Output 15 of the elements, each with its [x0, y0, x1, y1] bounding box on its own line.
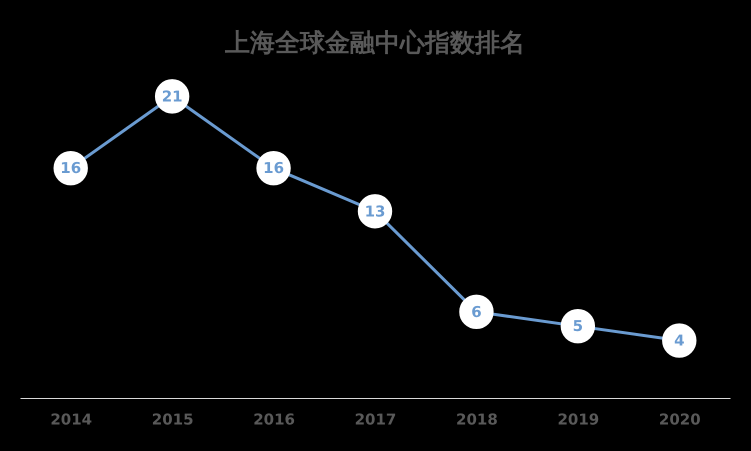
x-tick-label: 2018	[456, 410, 498, 428]
data-label: 5	[572, 317, 584, 336]
x-tick-label: 2015	[152, 410, 194, 428]
data-label: 16	[263, 159, 284, 178]
data-label: 16	[60, 159, 82, 178]
x-tick-label: 2014	[50, 410, 92, 428]
x-tick-label: 2020	[658, 410, 701, 428]
data-label: 4	[674, 332, 685, 350]
x-tick-label: 2016	[253, 410, 295, 428]
chart-title: 上海全球金融中心指数排名	[224, 28, 525, 58]
data-label: 13	[364, 202, 386, 220]
data-label: 21	[162, 87, 183, 106]
x-tick-label: 2019	[557, 410, 600, 428]
x-tick-label: 2017	[354, 410, 396, 428]
data-label: 6	[471, 302, 482, 321]
